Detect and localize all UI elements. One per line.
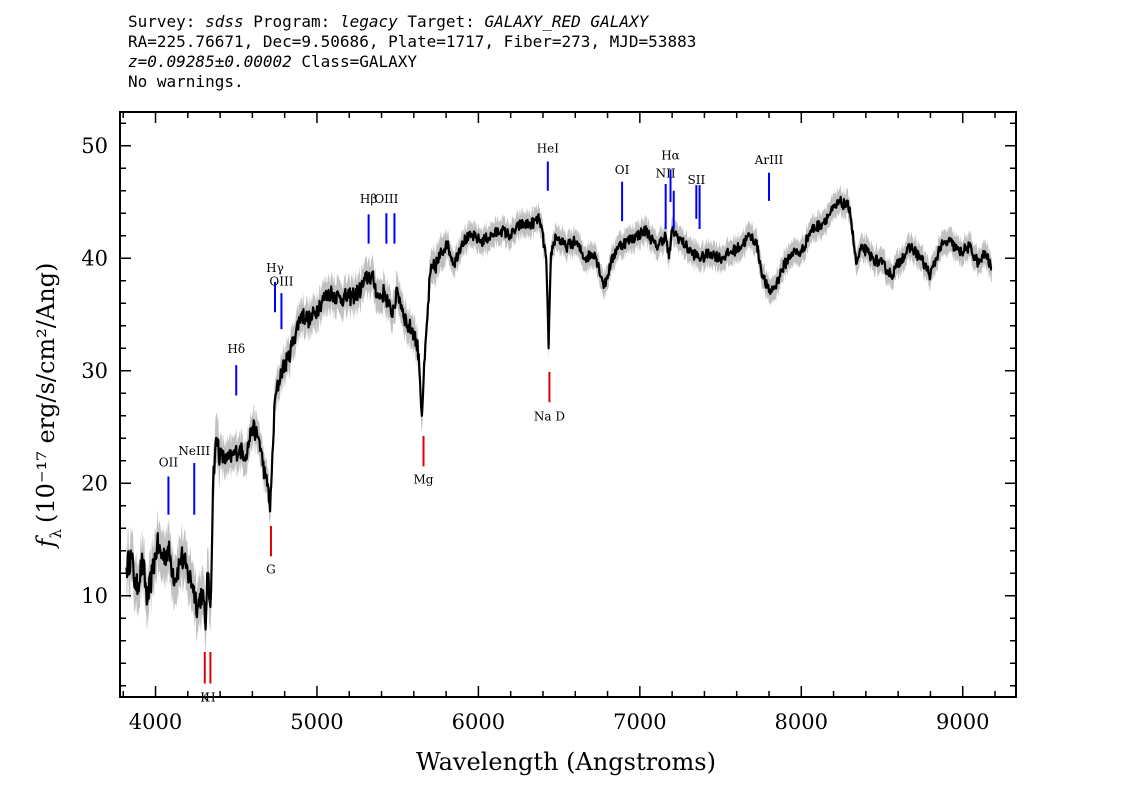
header-line-2: RA=225.76671, Dec=9.50686, Plate=1717, F… [128,32,697,51]
program-value: legacy [339,12,398,31]
program-key: Program: [253,12,331,31]
emission-line-ariii-label: ArIII [754,153,784,167]
emission-line-h-label: Hβ [360,192,377,206]
emission-line-h-label: Hδ [227,342,245,356]
emission-line-oiii-label: OIII [374,192,398,206]
x-tick-label: 9000 [936,710,989,734]
emission-line-sii-label: SII [687,173,705,187]
header-line-3: z=0.09285±0.00002 Class=GALAXY [128,52,696,72]
class-value: Class=GALAXY [301,52,417,71]
absorption-line-mg-label: Mg [414,472,434,486]
x-tick-label: 8000 [775,710,828,734]
target-value: GALAXY_RED GALAXY [484,12,649,31]
y-tick-label: 10 [81,584,108,608]
emission-line-h-label: Hα [661,148,680,162]
x-axis-title: Wavelength (Angstroms) [416,748,716,776]
survey-key: Survey: [128,12,196,31]
target-key: Target: [407,12,475,31]
x-tick-label: 4000 [129,710,182,734]
y-tick-label: 20 [81,471,108,495]
emission-line-h-label: Hγ [266,261,284,275]
y-tick-label: 50 [81,134,108,158]
survey-value: sdss [205,12,244,31]
absorption-line-nad-label: Na D [534,409,565,423]
y-tick-label: 30 [81,359,108,383]
y-axis-title: fλ(10⁻¹⁷ erg/s/cm²/Ang) [32,263,65,550]
x-tick-label: 5000 [290,710,343,734]
emission-line-oiii-label: OIII [269,274,293,288]
axes-layer: 4000 5000 6000 7000 8000 9000 10 20 30 40 50 [81,111,1017,734]
emission-line-oii-label: OII [159,455,179,469]
emission-line-hei-label: HeI [537,142,560,156]
header-line-1: Survey: sdss Program: legacy Target: GAL… [128,12,696,32]
spectrum-line-layer [125,195,993,631]
flux-series-line [125,195,993,631]
emission-line-nii-label: NII [656,166,676,180]
y-tick-label: 40 [81,246,108,270]
spectrum-header: Survey: sdss Program: legacy Target: GAL… [128,12,696,92]
y-axis-title-sub: λ [47,529,65,539]
header-line-4: No warnings. [128,72,244,91]
x-tick-label: 7000 [613,710,666,734]
y-axis-title-rest: (10⁻¹⁷ erg/s/cm²/Ang) [32,263,60,523]
x-tick-label: 6000 [452,710,505,734]
redshift-value: z=0.09285±0.00002 [128,52,292,71]
emission-line-oi-label: OI [615,163,630,177]
plot-frame [119,111,1017,698]
emission-line-neiii-label: NeIII [178,444,210,458]
absorption-line-g-label: G [266,562,276,576]
